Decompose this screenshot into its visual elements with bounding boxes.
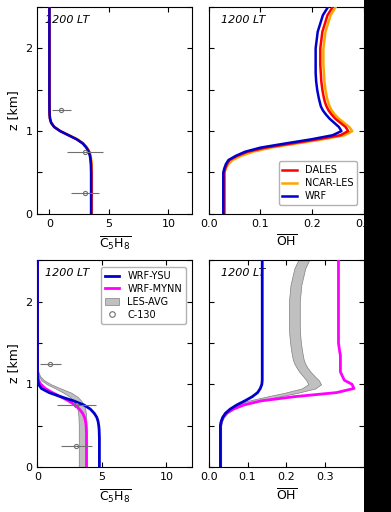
X-axis label: $\overline{\mathrm{OH}}$: $\overline{\mathrm{OH}}$ [276,487,297,503]
Text: 1200 LT: 1200 LT [45,268,90,279]
Legend: WRF-YSU, WRF-MYNN, LES-AVG, C-130: WRF-YSU, WRF-MYNN, LES-AVG, C-130 [101,267,186,324]
Text: 1200 LT: 1200 LT [221,15,265,25]
Text: 1200 LT: 1200 LT [45,15,90,25]
X-axis label: $\overline{\mathrm{C_5H_8}}$: $\overline{\mathrm{C_5H_8}}$ [99,234,131,252]
Y-axis label: z [km]: z [km] [7,91,20,130]
X-axis label: $\overline{\mathrm{OH}}$: $\overline{\mathrm{OH}}$ [276,234,297,250]
Legend: DALES, NCAR-LES, WRF: DALES, NCAR-LES, WRF [278,161,357,205]
X-axis label: $\overline{\mathrm{C_5H_8}}$: $\overline{\mathrm{C_5H_8}}$ [99,487,131,505]
Y-axis label: z [km]: z [km] [7,344,20,383]
Text: 1200 LT: 1200 LT [221,268,265,279]
